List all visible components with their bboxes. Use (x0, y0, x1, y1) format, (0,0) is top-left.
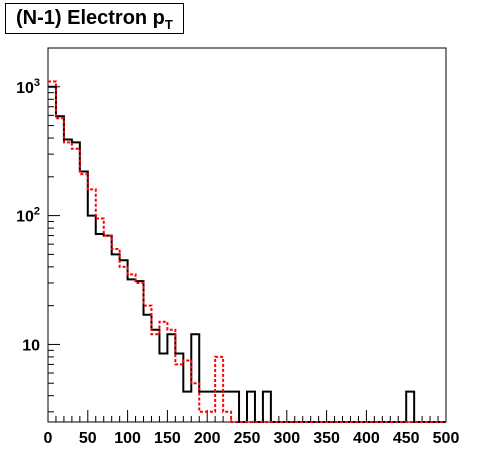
y-tick-exponent: 3 (34, 77, 40, 89)
x-tick-label: 350 (313, 430, 340, 447)
x-tick-label: 0 (44, 430, 53, 447)
x-tick-label: 300 (273, 430, 300, 447)
x-tick-label: 200 (194, 430, 221, 447)
y-tick-exponent: 2 (34, 206, 40, 218)
y-tick-base: 10 (16, 209, 34, 226)
x-tick-label: 500 (433, 430, 460, 447)
x-tick-label: 50 (79, 430, 97, 447)
chart-title-main: (N-1) Electron p (16, 7, 165, 29)
series-solid-black (48, 85, 446, 423)
y-tick-base: 10 (16, 80, 34, 97)
x-tick-label: 250 (234, 430, 261, 447)
series-dashed-red (48, 80, 446, 423)
x-tick-label: 450 (393, 430, 420, 447)
y-tick-base: 10 (22, 337, 40, 354)
chart-title: (N-1) Electron pT (5, 3, 184, 34)
y-tick-label: 10 (22, 337, 40, 354)
chart-title-subscript: T (164, 17, 173, 32)
y-tick-label: 102 (16, 206, 40, 226)
series-group (48, 80, 446, 423)
x-tick-label: 150 (154, 430, 181, 447)
x-tick-label: 400 (353, 430, 380, 447)
x-tick-label: 100 (114, 430, 141, 447)
y-tick-label: 103 (16, 77, 40, 97)
